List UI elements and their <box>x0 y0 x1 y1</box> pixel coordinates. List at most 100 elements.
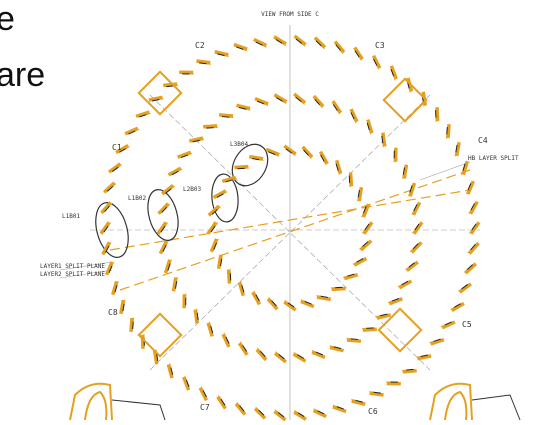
coil-segment <box>300 299 306 305</box>
coil-segment <box>255 41 264 47</box>
coil-segment <box>146 110 151 116</box>
coil-segment <box>213 124 219 129</box>
coil-segment <box>275 39 283 45</box>
coil-segment <box>337 170 342 176</box>
coil-segment <box>385 381 391 386</box>
coil-segment <box>445 133 451 139</box>
coil-segment <box>467 183 472 191</box>
coil-segment <box>332 404 338 410</box>
coil-segment <box>285 148 293 154</box>
coil-segment <box>257 100 265 105</box>
coil-segment <box>122 303 125 312</box>
coil-segment <box>300 99 305 105</box>
coil-segment <box>277 353 285 360</box>
coil-segment <box>193 308 198 314</box>
coil-segment <box>368 391 374 396</box>
coil-segment <box>296 353 305 359</box>
coil-segment <box>245 106 251 111</box>
coil-segment <box>468 229 474 234</box>
slide-text: are <box>0 56 45 94</box>
coil-segment <box>206 321 212 327</box>
coil-segment <box>238 404 245 412</box>
coil-segment <box>469 243 476 251</box>
coil-segment <box>295 38 303 45</box>
coil-segment <box>182 293 187 299</box>
coil-segment <box>107 202 113 207</box>
coil-segment <box>255 406 260 412</box>
coil-segment <box>393 75 398 81</box>
coil-segment <box>211 208 219 215</box>
coil-segment <box>210 225 216 233</box>
coil-segment <box>314 98 321 106</box>
coil-segment <box>274 151 280 157</box>
coil-segment <box>351 398 357 404</box>
coil-segment <box>107 185 114 192</box>
coil-segment <box>335 163 339 172</box>
coil-segment <box>402 174 407 180</box>
coil-segment <box>182 375 187 381</box>
coil-segment <box>320 154 325 163</box>
coil-segment <box>128 130 136 135</box>
coil-segment <box>382 142 387 148</box>
coil-segment <box>416 355 421 361</box>
coil-segment <box>355 258 364 263</box>
coil-segment <box>263 101 269 107</box>
coil-segment <box>238 280 243 286</box>
coil-segment <box>192 139 201 143</box>
block-label: L2B03 <box>183 186 201 193</box>
coil-segment <box>199 62 208 65</box>
coil-segment <box>364 223 370 231</box>
coil-segment <box>336 405 344 410</box>
coil-segment <box>357 196 362 202</box>
coil-segment <box>281 41 286 47</box>
coil-segment <box>251 158 260 161</box>
coil-segment <box>222 332 227 338</box>
coil-segment <box>405 368 414 371</box>
coil-segment <box>354 50 360 58</box>
coil-segment <box>457 288 463 293</box>
coil-segment <box>163 241 169 246</box>
coil-segment <box>307 154 313 160</box>
coil-segment <box>368 129 374 135</box>
coil-segment <box>167 259 173 265</box>
coil-segment <box>390 69 395 77</box>
coil-segment <box>400 280 409 286</box>
coil-segment <box>185 379 190 387</box>
coil-segment <box>135 127 140 132</box>
coil-segment <box>244 164 250 169</box>
coil-segment <box>213 238 219 244</box>
coil-segment <box>361 229 367 234</box>
coil-segment <box>221 116 230 118</box>
coil-segment <box>339 49 345 55</box>
coil-segment <box>257 409 265 416</box>
coil-segment <box>104 205 111 213</box>
coil-segment <box>404 266 410 271</box>
coil-segment <box>409 248 415 253</box>
coil-segment <box>320 44 325 50</box>
coil-segment <box>235 401 241 407</box>
diagram-title: VIEW FROM SIDE C <box>261 11 319 18</box>
coil-segment <box>189 70 195 75</box>
coil-segment <box>270 299 277 307</box>
coil-segment <box>105 245 110 253</box>
coil-segment <box>461 170 466 176</box>
coil-segment <box>453 303 461 309</box>
coil-segment <box>220 398 226 406</box>
coil-segment <box>202 389 207 398</box>
coil-segment <box>167 363 172 368</box>
coil-segment <box>281 99 287 105</box>
coil-segment <box>111 182 117 188</box>
coil-segment <box>159 95 164 101</box>
coil-segment <box>121 299 126 305</box>
coil-segment <box>462 163 466 172</box>
coil-segment <box>349 182 354 188</box>
coil-segment <box>132 321 134 330</box>
coil-segment <box>357 189 360 198</box>
coil-segment <box>236 46 244 51</box>
coil-segment <box>468 209 474 214</box>
coil-segment <box>275 351 280 357</box>
coil-segment <box>255 293 260 302</box>
coil-segment <box>352 261 357 267</box>
